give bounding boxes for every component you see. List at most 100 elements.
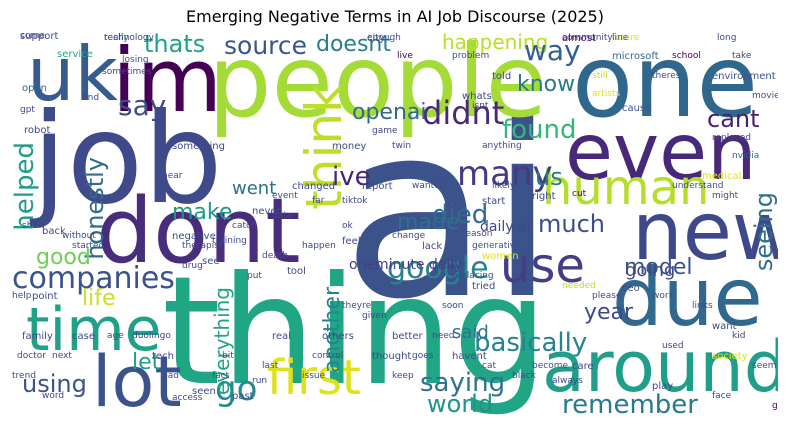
word-see: see	[202, 256, 220, 267]
word-tiktok: tiktok	[342, 196, 368, 206]
word-links: links	[692, 301, 713, 311]
word-line: line	[612, 33, 629, 43]
word-game: game	[372, 126, 398, 136]
word-seen: seen	[192, 386, 216, 397]
word-died: died	[432, 200, 489, 230]
word-cause: cause	[622, 103, 652, 114]
word-wanted: wanted	[412, 181, 446, 191]
word-help: help	[12, 291, 32, 301]
word-ive: ive	[332, 162, 371, 192]
word-trend: trend	[12, 371, 36, 381]
word-go: go	[215, 369, 258, 409]
word-good: good	[36, 245, 91, 270]
word-didnt: didnt	[422, 94, 505, 132]
word-cat: cat	[482, 361, 496, 371]
word-say: say	[118, 89, 167, 122]
word-come: come	[20, 32, 45, 41]
word-make: make	[172, 200, 233, 225]
word-city: city	[367, 33, 386, 44]
word-doesnt: doesnt	[316, 32, 391, 57]
word-people: people	[208, 32, 547, 140]
word-therapist: therapist	[182, 241, 223, 251]
word-negative: negative	[172, 231, 216, 242]
word-thing: thing	[162, 245, 548, 416]
word-even: even	[565, 108, 757, 198]
word-human: human	[542, 160, 710, 216]
word-likely: likely	[492, 181, 516, 191]
word-bad: bad	[162, 371, 179, 381]
word-job: job	[32, 87, 223, 232]
word-soon: soon	[442, 301, 464, 311]
word-case: case	[72, 331, 95, 342]
word-said: said	[452, 322, 489, 343]
word-access: access	[172, 393, 203, 403]
word-doctor: doctor	[17, 351, 46, 361]
word-whats: whats	[462, 91, 492, 102]
word-around: around	[542, 326, 778, 408]
word-past: past	[232, 391, 254, 402]
word-community: community	[562, 33, 613, 43]
word-care: care	[572, 361, 594, 372]
word-time: time	[26, 295, 162, 365]
word-black: black	[512, 371, 536, 381]
word-happening: happening	[442, 32, 549, 54]
word-nvidia: nvidia	[732, 151, 760, 161]
word-environment: environment	[712, 71, 776, 82]
word-used: used	[662, 341, 684, 351]
word-model: model	[624, 255, 693, 280]
word-oneminute-daily: oneminute daily	[349, 257, 463, 273]
word-goes: goes	[412, 351, 434, 361]
word-happen: happen	[302, 241, 336, 251]
word-issue: issue	[302, 371, 326, 381]
word-gpt: gpt	[20, 105, 35, 115]
word-way: way	[524, 34, 581, 67]
word-event: event	[272, 191, 298, 201]
word-show: show	[22, 221, 46, 231]
word-always: always	[552, 376, 583, 386]
word-popular: popular	[432, 261, 467, 271]
word-movie: movie	[752, 91, 778, 101]
word-one: one	[572, 32, 759, 140]
word-kid: kid	[732, 331, 746, 341]
word-support: support	[20, 32, 59, 42]
word-society: society	[712, 351, 748, 362]
word-isnt: isnt	[472, 101, 489, 111]
word-told: told	[492, 71, 512, 82]
word-cloud: ai thing job people one dont im uk even new due aro…	[12, 32, 778, 416]
word-artists: artists	[592, 89, 621, 99]
word-put: put	[247, 271, 262, 281]
word-ai: ai	[342, 72, 556, 352]
word-data: data	[272, 211, 293, 221]
word-world: world	[427, 390, 494, 416]
word-im: im	[112, 32, 223, 132]
word-last: last	[262, 361, 279, 371]
word-companies: companies	[12, 261, 175, 296]
word-twin: twin	[392, 141, 412, 151]
word-due: due	[612, 251, 763, 344]
word-losing: losing	[122, 55, 149, 65]
word-ok: ok	[342, 221, 353, 231]
word-real: real	[272, 331, 291, 342]
word-right: right	[532, 191, 556, 202]
word-please: please	[592, 291, 622, 301]
word-almost: almost	[562, 33, 596, 44]
word-drug: drug	[182, 261, 203, 271]
word-death: death	[262, 251, 288, 261]
word-helped: helped	[12, 142, 40, 231]
word-theres: theres	[652, 71, 681, 81]
word-sometimes: sometimes	[102, 67, 152, 77]
word-bit: bit	[222, 351, 234, 361]
word-lot: lot	[92, 341, 182, 416]
word-let: let	[132, 350, 161, 375]
word-generative: generative	[472, 241, 521, 251]
word-seem: seem	[752, 361, 777, 371]
word-using: using	[22, 370, 87, 398]
word-going: going	[625, 260, 676, 281]
word-google: google	[387, 251, 489, 286]
word-live: live	[397, 51, 413, 61]
word-know: know	[517, 72, 576, 97]
word-made: made	[397, 210, 460, 235]
word-new: new	[632, 185, 778, 278]
word-microsoft: microsoft	[612, 51, 659, 62]
word-thought: thought	[372, 351, 412, 362]
